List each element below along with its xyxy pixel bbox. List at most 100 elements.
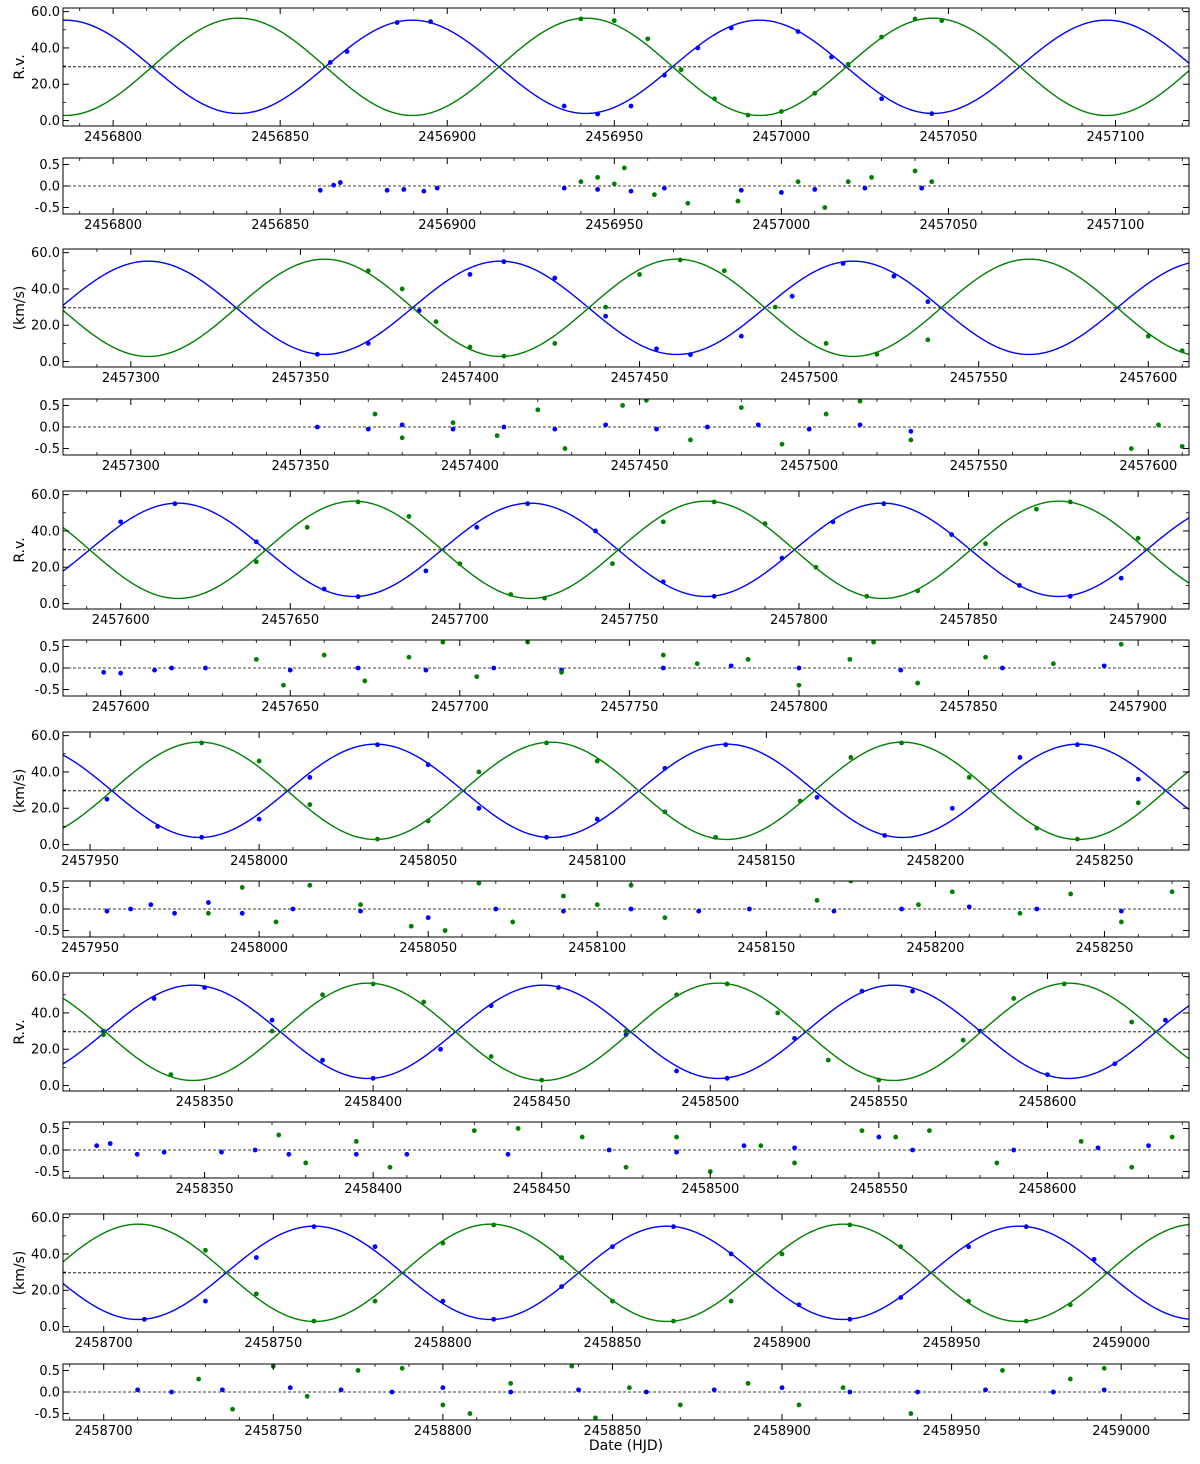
data-point: [966, 1298, 971, 1304]
data-point: [505, 1151, 511, 1157]
data-point: [493, 906, 499, 912]
data-point: [594, 902, 600, 908]
y-tick-label: 0.5: [39, 158, 60, 173]
data-point: [721, 268, 727, 274]
data-point: [406, 514, 412, 519]
data-point: [611, 18, 617, 24]
data-point: [869, 174, 874, 180]
data-point: [778, 109, 784, 114]
data-point: [796, 1402, 802, 1408]
data-point: [440, 1402, 446, 1408]
data-point: [674, 992, 679, 998]
data-point: [685, 200, 691, 206]
x-tick-label: 2458600: [1018, 1182, 1076, 1197]
data-point: [628, 882, 634, 888]
data-point: [610, 1298, 615, 1304]
data-point: [898, 667, 904, 673]
y-tick-label: 40.0: [31, 1247, 60, 1262]
data-point: [778, 190, 784, 195]
data-point: [1163, 1017, 1168, 1023]
data-point: [755, 422, 761, 428]
data-point: [304, 524, 310, 530]
data-point: [542, 595, 547, 601]
y-tick-label: 60.0: [31, 5, 60, 20]
data-point: [1011, 1147, 1017, 1153]
axes-frame: [62, 7, 1190, 127]
data-point: [281, 682, 286, 688]
data-point: [1023, 1224, 1029, 1230]
data-point: [304, 1393, 310, 1399]
data-point: [792, 1145, 797, 1151]
x-tick-label: 2458900: [753, 1336, 811, 1351]
data-point: [910, 988, 915, 994]
data-point: [1118, 641, 1124, 647]
y-tick-label: 20.0: [31, 78, 60, 93]
data-point: [966, 904, 972, 910]
data-point: [864, 593, 870, 599]
data-point: [724, 1075, 730, 1081]
data-point: [399, 286, 405, 292]
data-point: [840, 1385, 846, 1391]
data-point: [320, 992, 325, 998]
data-point: [671, 1224, 676, 1230]
data-point: [925, 299, 931, 305]
data-point: [735, 198, 741, 204]
data-point: [795, 29, 801, 34]
data-point: [960, 1037, 966, 1043]
data-point: [491, 665, 497, 671]
y-tick-label: 20.0: [31, 561, 60, 576]
orbit-model-line-2: [63, 258, 1189, 358]
data-point: [840, 261, 846, 266]
data-point: [862, 185, 868, 191]
x-tick-label: 2456800: [84, 130, 142, 145]
data-point: [561, 908, 566, 914]
data-point: [230, 1406, 235, 1412]
y-axis-label: R.v.: [12, 1019, 28, 1044]
data-point: [857, 399, 863, 404]
data-point: [501, 353, 507, 359]
data-point: [966, 774, 972, 780]
x-tick-label: 2457000: [752, 130, 810, 145]
data-point: [688, 437, 693, 443]
data-point: [338, 1387, 344, 1393]
data-point: [256, 758, 262, 764]
data-point: [515, 1126, 521, 1131]
data-point: [434, 185, 440, 191]
data-point: [696, 908, 702, 914]
data-point: [317, 187, 323, 193]
data-point: [620, 403, 626, 408]
data-point: [488, 1054, 494, 1059]
data-point: [539, 1077, 545, 1083]
data-point: [919, 185, 925, 191]
data-point: [1023, 1318, 1029, 1324]
data-point: [425, 818, 431, 824]
x-tick-label: 2458550: [850, 1182, 908, 1197]
data-point: [610, 1244, 615, 1250]
data-point: [562, 446, 568, 451]
data-point: [421, 188, 427, 194]
data-point: [307, 882, 313, 888]
data-point: [747, 906, 752, 912]
x-tick-label: 2457800: [770, 613, 828, 628]
orbit-model-line-1: [63, 743, 1189, 839]
data-point: [623, 1164, 629, 1170]
data-point: [467, 272, 473, 277]
data-point: [510, 919, 516, 925]
data-point: [728, 25, 734, 31]
data-point: [912, 168, 918, 174]
data-point: [104, 908, 110, 914]
x-tick-label: 2458550: [850, 1095, 908, 1110]
y-axis-label: R.v.: [12, 54, 28, 79]
data-point: [508, 592, 514, 597]
data-point: [128, 906, 134, 912]
data-point: [874, 351, 880, 357]
y-tick-label: 0.0: [39, 1320, 60, 1335]
data-point: [1129, 1164, 1135, 1170]
y-tick-label: 0.0: [39, 597, 60, 612]
data-point: [203, 1298, 208, 1304]
data-point: [645, 36, 651, 42]
data-point: [1017, 583, 1022, 588]
data-point: [738, 187, 744, 193]
data-point: [94, 1143, 100, 1149]
data-point: [779, 1385, 785, 1391]
